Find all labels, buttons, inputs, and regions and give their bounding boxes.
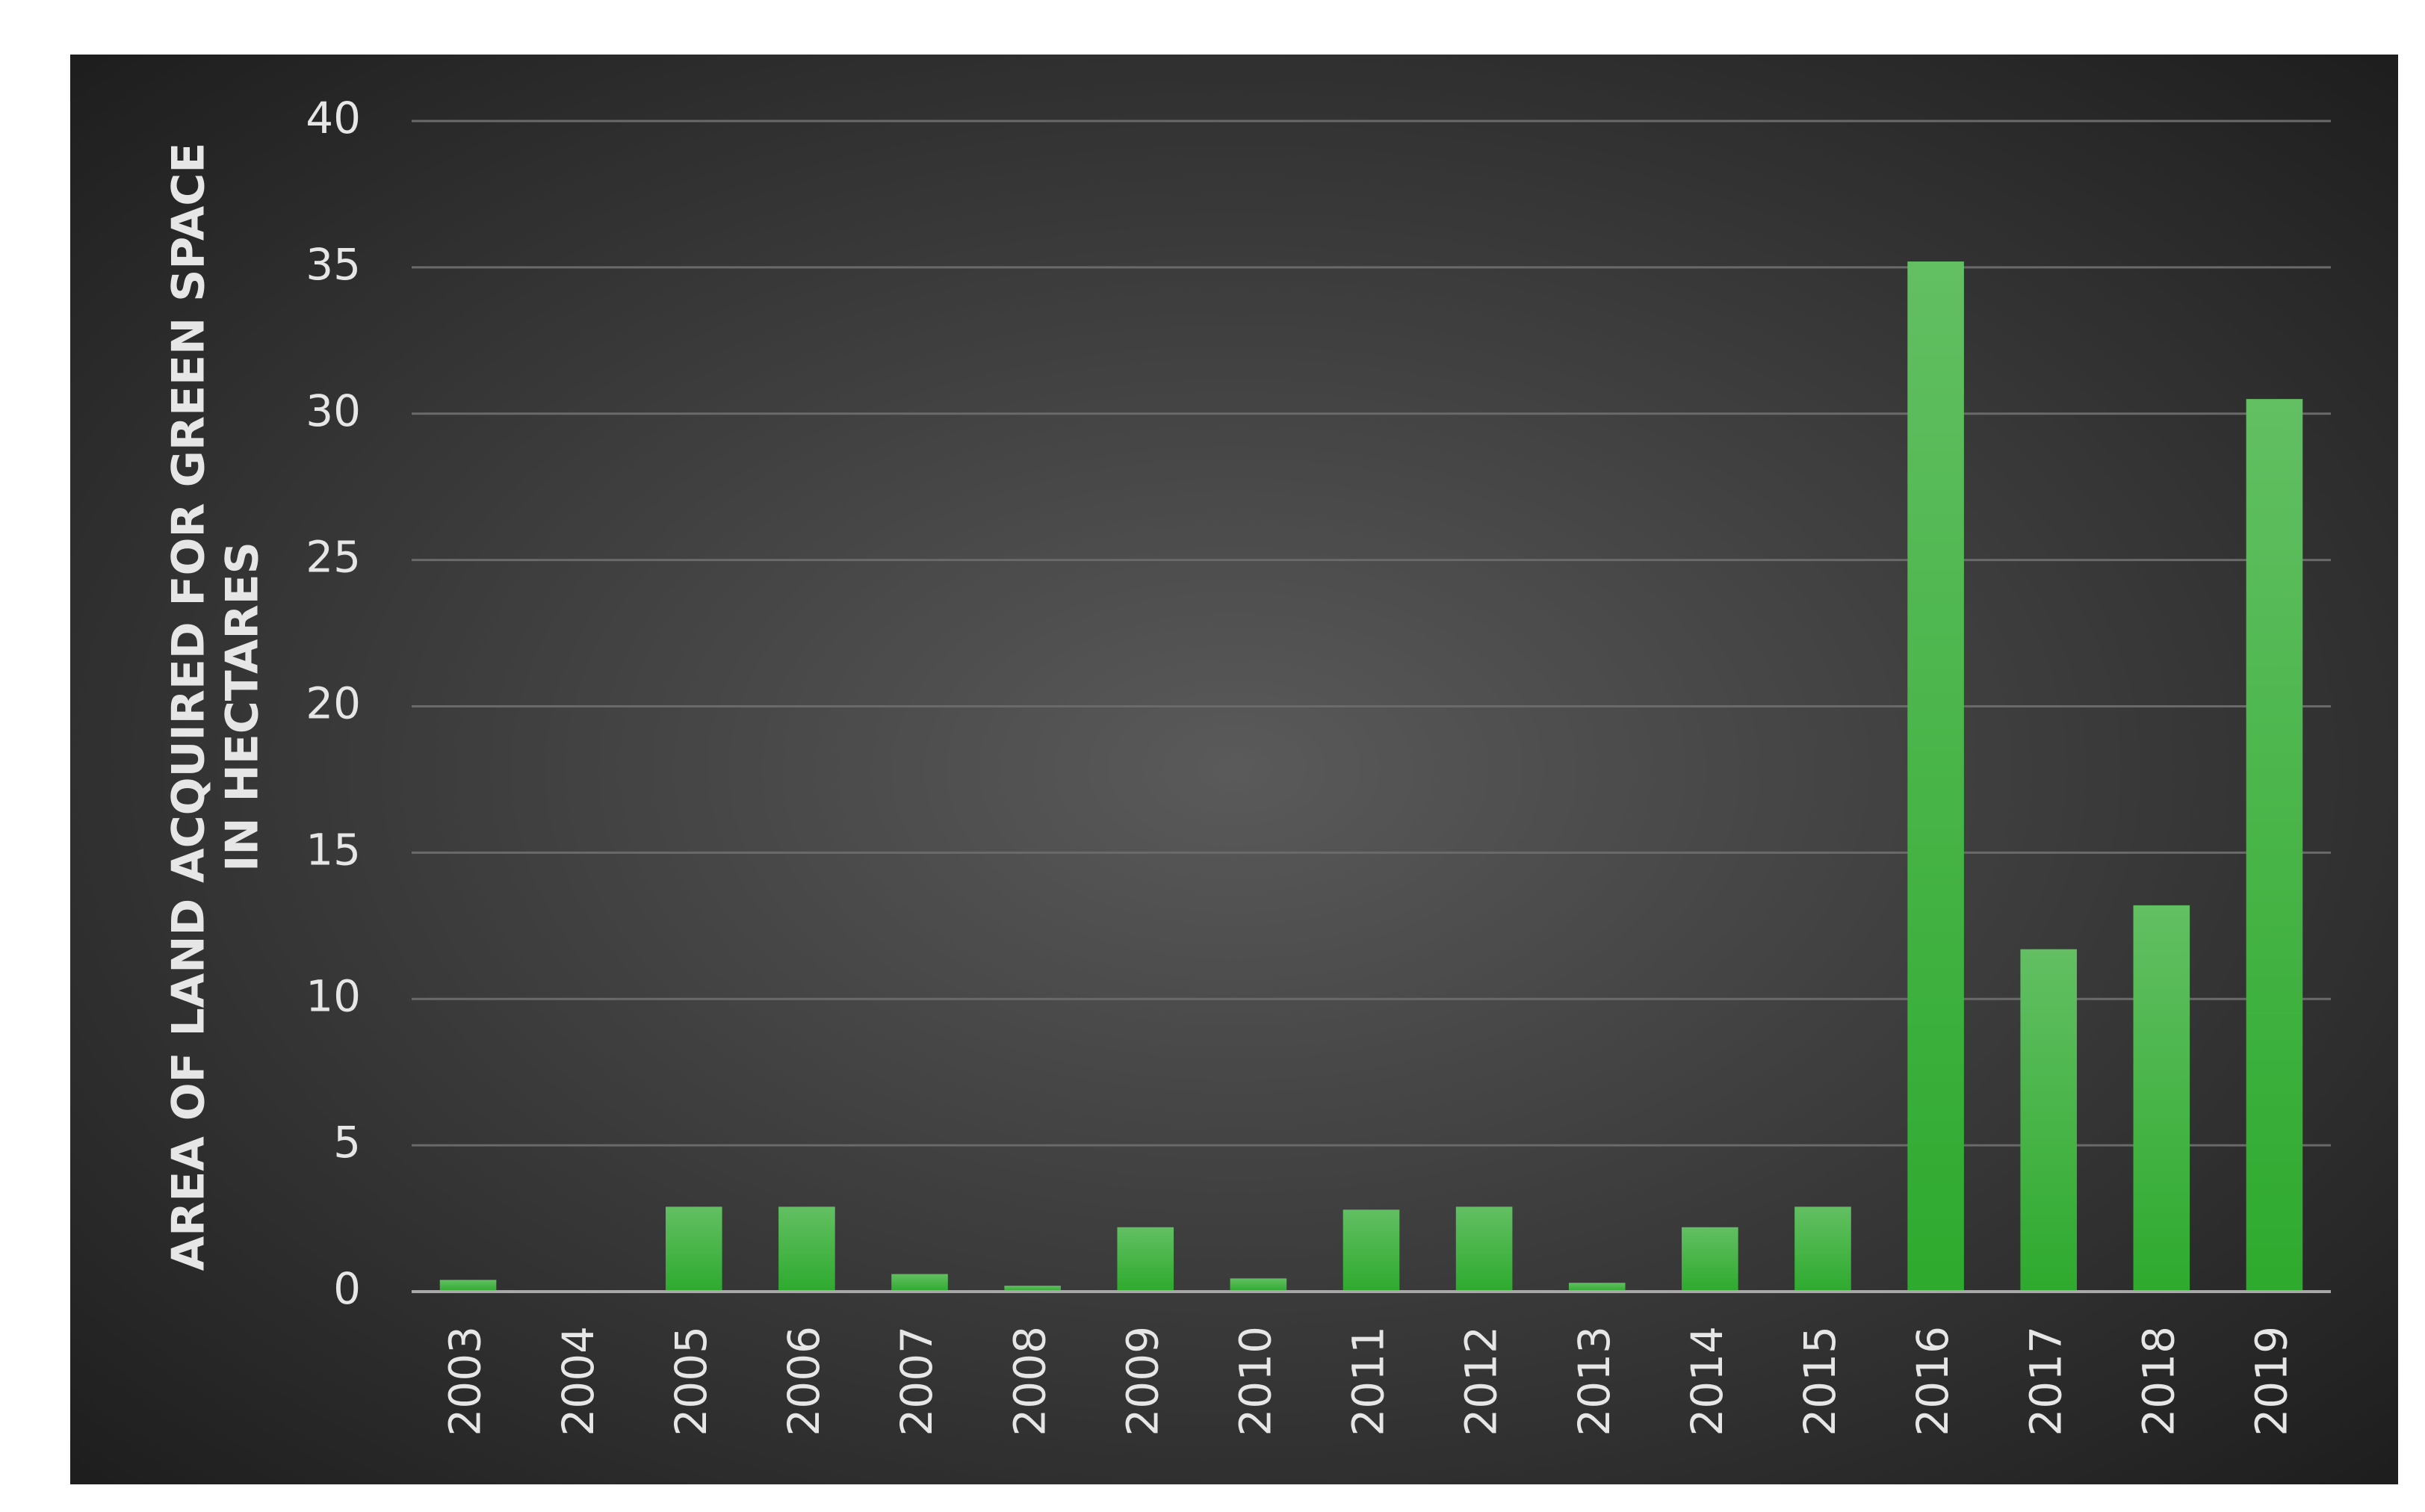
x-tick: 2011: [1343, 1326, 1394, 1437]
x-tick-label: 2009: [1117, 1326, 1168, 1437]
y-tick-label: 35: [306, 239, 361, 290]
y-axis-title-line: AREA OF LAND ACQUIRED FOR GREEN SPACE: [163, 143, 215, 1271]
y-tick-label: 20: [306, 678, 361, 729]
y-tick-label: 0: [333, 1263, 361, 1314]
bar-shine: [1342, 1209, 1400, 1292]
x-tick: 2019: [2246, 1326, 2297, 1437]
x-tick: 2009: [1117, 1326, 1168, 1437]
bar-shine: [1117, 1227, 1174, 1292]
bar-shine: [1004, 1286, 1061, 1292]
bar-shine: [1455, 1206, 1513, 1292]
x-tick: 2005: [666, 1326, 716, 1437]
y-tick-label: 40: [306, 93, 361, 143]
x-tick-label: 2016: [1907, 1326, 1958, 1437]
y-axis-title-line: IN HECTARES: [217, 542, 269, 872]
x-tick: 2016: [1907, 1326, 1958, 1437]
bar-shine: [1794, 1206, 1851, 1292]
x-tick: 2004: [553, 1326, 604, 1437]
bar-shine: [2246, 399, 2303, 1292]
bar-shine: [1907, 261, 1964, 1292]
x-tick-label: 2010: [1230, 1326, 1280, 1437]
x-tick: 2012: [1456, 1326, 1507, 1437]
y-tick-label: 15: [306, 824, 361, 875]
bar-shine: [891, 1274, 948, 1292]
x-tick: 2014: [1682, 1326, 1732, 1437]
x-tick: 2007: [891, 1326, 942, 1437]
y-axis-title: AREA OF LAND ACQUIRED FOR GREEN SPACE IN…: [163, 143, 269, 1271]
x-tick-label: 2013: [1569, 1326, 1620, 1437]
x-tick-label: 2012: [1456, 1326, 1507, 1437]
x-tick: 2010: [1230, 1326, 1280, 1437]
x-tick-label: 2007: [891, 1326, 942, 1437]
bar-shine: [439, 1280, 497, 1292]
bar-shine: [1230, 1278, 1287, 1292]
x-tick-label: 2017: [2020, 1326, 2071, 1437]
x-tick-label: 2008: [1004, 1326, 1055, 1437]
x-tick-label: 2014: [1682, 1326, 1732, 1437]
x-tick-label: 2004: [553, 1326, 604, 1437]
y-tick-label: 25: [306, 532, 361, 583]
y-tick-label: 5: [333, 1117, 361, 1168]
x-tick: 2003: [440, 1326, 491, 1437]
x-tick-label: 2006: [778, 1326, 829, 1437]
x-tick: 2018: [2133, 1326, 2184, 1437]
bar-shine: [1568, 1283, 1626, 1292]
bar-shine: [778, 1206, 835, 1292]
x-tick-label: 2018: [2133, 1326, 2184, 1437]
x-tick: 2017: [2020, 1326, 2071, 1437]
bar-shine: [2133, 905, 2190, 1292]
y-tick-label: 10: [306, 970, 361, 1021]
x-tick: 2006: [778, 1326, 829, 1437]
x-tick-label: 2003: [440, 1326, 491, 1437]
bar-shine: [2020, 949, 2077, 1292]
bar-shine: [666, 1206, 722, 1292]
x-tick-label: 2015: [1794, 1326, 1845, 1437]
x-tick: 2013: [1569, 1326, 1620, 1437]
bar-shine: [1682, 1227, 1738, 1292]
x-tick: 2008: [1004, 1326, 1055, 1437]
x-tick-label: 2019: [2246, 1326, 2297, 1437]
x-tick: 2015: [1794, 1326, 1845, 1437]
x-tick-label: 2011: [1343, 1326, 1394, 1437]
y-tick-label: 30: [306, 385, 361, 436]
x-tick-label: 2005: [666, 1326, 716, 1437]
chart-panel: [70, 55, 2398, 1484]
